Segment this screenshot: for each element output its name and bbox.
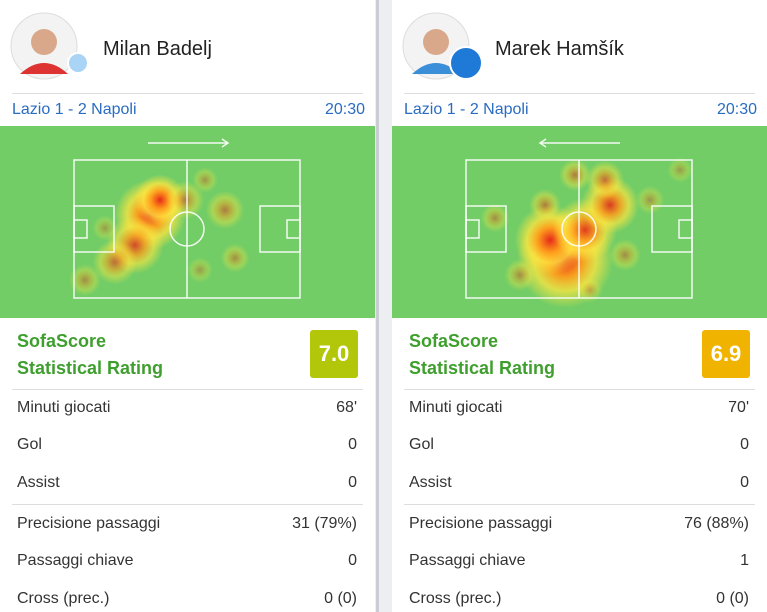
match-time: 20:30	[716, 101, 757, 118]
separator	[404, 389, 755, 390]
heat-spot	[205, 190, 245, 230]
separator	[12, 389, 363, 390]
heat-spot	[192, 167, 218, 193]
stat-value: 68'	[336, 399, 357, 416]
pitch-line	[169, 211, 205, 247]
heat-spot	[220, 243, 250, 273]
pitch-line	[465, 219, 480, 239]
stat-value: 0	[348, 474, 357, 491]
separator	[12, 93, 363, 94]
heat-spot	[69, 264, 101, 296]
rating-badge: 6.9	[702, 330, 750, 378]
stat-label: Gol	[409, 436, 434, 453]
heatmap-pitch	[392, 126, 767, 318]
stat-label: Passaggi chiave	[17, 552, 134, 569]
heat-spot	[529, 189, 561, 221]
club-badge	[449, 46, 483, 80]
pitch-line	[73, 219, 88, 239]
separator	[404, 93, 755, 94]
pitch-line	[561, 211, 597, 247]
stat-label: Cross (prec.)	[409, 590, 502, 607]
stat-value: 0 (0)	[324, 590, 357, 607]
stat-value: 31 (79%)	[292, 515, 357, 532]
stat-label: Assist	[17, 474, 60, 491]
avatar	[402, 12, 483, 80]
match-time: 20:30	[324, 101, 365, 118]
avatar-shirt	[412, 63, 460, 74]
stat-label: Passaggi chiave	[409, 552, 526, 569]
heat-spot	[609, 239, 641, 271]
heat-spot	[667, 157, 693, 183]
avatar-shirt	[20, 63, 68, 74]
heat-spot	[480, 203, 510, 233]
separator	[404, 504, 755, 505]
pitch-line	[678, 219, 693, 239]
match-title: Lazio 1 - 2 Napoli	[12, 101, 137, 118]
avatar-face	[31, 29, 57, 55]
stat-value: 0	[348, 436, 357, 453]
stat-label: Precisione passaggi	[17, 515, 161, 532]
heat-spot	[187, 257, 213, 283]
stat-value: 0	[348, 552, 357, 569]
stat-label: Gol	[17, 436, 42, 453]
stat-value: 0	[740, 436, 749, 453]
avatar-face	[423, 29, 449, 55]
heat-spot	[504, 259, 536, 291]
rating-title: SofaScore	[409, 331, 499, 351]
heat-spot	[559, 159, 591, 191]
heatmap-pitch	[0, 126, 375, 318]
separator	[12, 504, 363, 505]
player-name: Marek Hamšík	[495, 38, 624, 60]
heat-spot	[165, 180, 205, 220]
stat-value: 76 (88%)	[684, 515, 749, 532]
stat-label: Precisione passaggi	[409, 515, 553, 532]
heat-spot	[635, 185, 665, 215]
stat-value: 70'	[728, 399, 749, 416]
stat-value: 0 (0)	[716, 590, 749, 607]
stat-label: Minuti giocati	[409, 399, 503, 416]
heat-spot	[92, 215, 118, 241]
stat-label: Cross (prec.)	[17, 590, 110, 607]
divider	[376, 0, 379, 612]
stat-label: Minuti giocati	[17, 399, 111, 416]
rating-title: Statistical Rating	[17, 358, 164, 378]
player-card: Marek Hamšík Lazio 1 - 2 Napoli 20:30 SofaS…	[392, 0, 767, 612]
rating-title: SofaScore	[17, 331, 107, 351]
match-title: Lazio 1 - 2 Napoli	[404, 101, 529, 118]
direction-arrow-head	[538, 138, 547, 148]
direction-arrow-head	[221, 138, 230, 148]
stat-value: 1	[740, 552, 749, 569]
stat-label: Assist	[409, 474, 452, 491]
heat-spot	[577, 277, 603, 303]
avatar	[10, 12, 89, 80]
stat-value: 0	[740, 474, 749, 491]
player-card: Milan Badelj Lazio 1 - 2 Napoli 20:30 SofaS…	[0, 0, 375, 612]
heat-spot	[92, 239, 138, 285]
rating-title: Statistical Rating	[409, 358, 556, 378]
club-badge	[67, 52, 89, 74]
rating-badge: 7.0	[310, 330, 358, 378]
pitch-line	[286, 219, 301, 239]
player-name: Milan Badelj	[103, 38, 212, 60]
heat-spot	[585, 160, 625, 200]
